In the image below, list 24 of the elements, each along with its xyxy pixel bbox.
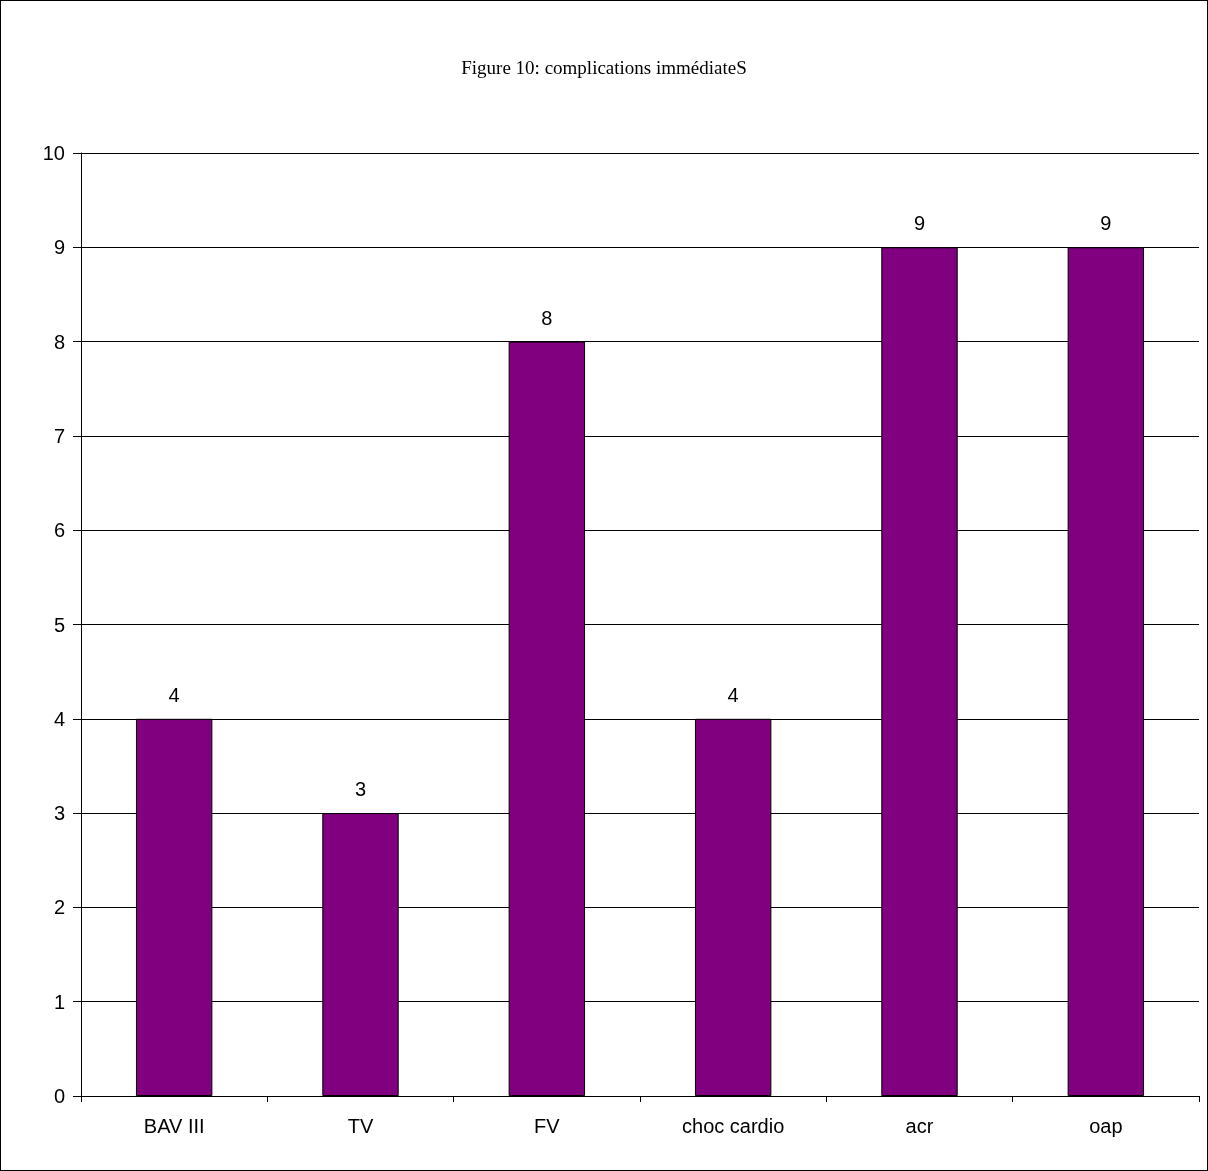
y-tick-label: 10: [42, 142, 65, 164]
y-tick-label: 2: [53, 896, 65, 919]
y-tick-label: 7: [53, 424, 65, 447]
x-tick-label: FV: [534, 1115, 561, 1137]
data-label: 4: [168, 683, 180, 706]
y-tick-label: 3: [53, 802, 65, 825]
y-tick-label: 0: [53, 1085, 65, 1107]
y-tick-label: 1: [53, 990, 65, 1013]
y-tick-label: 5: [53, 613, 65, 636]
chart-title: Figure 10: complications immédiateS: [461, 57, 747, 78]
data-label: 8: [541, 306, 553, 329]
data-label: 9: [913, 212, 926, 235]
data-label: 4: [727, 683, 739, 706]
x-tick-label: acr: [905, 1115, 934, 1137]
x-tick-label: TV: [347, 1115, 374, 1137]
x-tick-label: choc cardio: [682, 1115, 785, 1137]
data-label: 3: [354, 778, 367, 801]
y-tick-label: 4: [53, 707, 65, 730]
y-tick-label: 8: [53, 330, 65, 353]
data-label: 9: [1100, 212, 1112, 235]
x-tick-label: BAV III: [143, 1115, 205, 1137]
x-tick-label: oap: [1089, 1115, 1123, 1137]
y-tick-label: 6: [53, 519, 65, 542]
y-tick-label: 9: [53, 236, 65, 259]
